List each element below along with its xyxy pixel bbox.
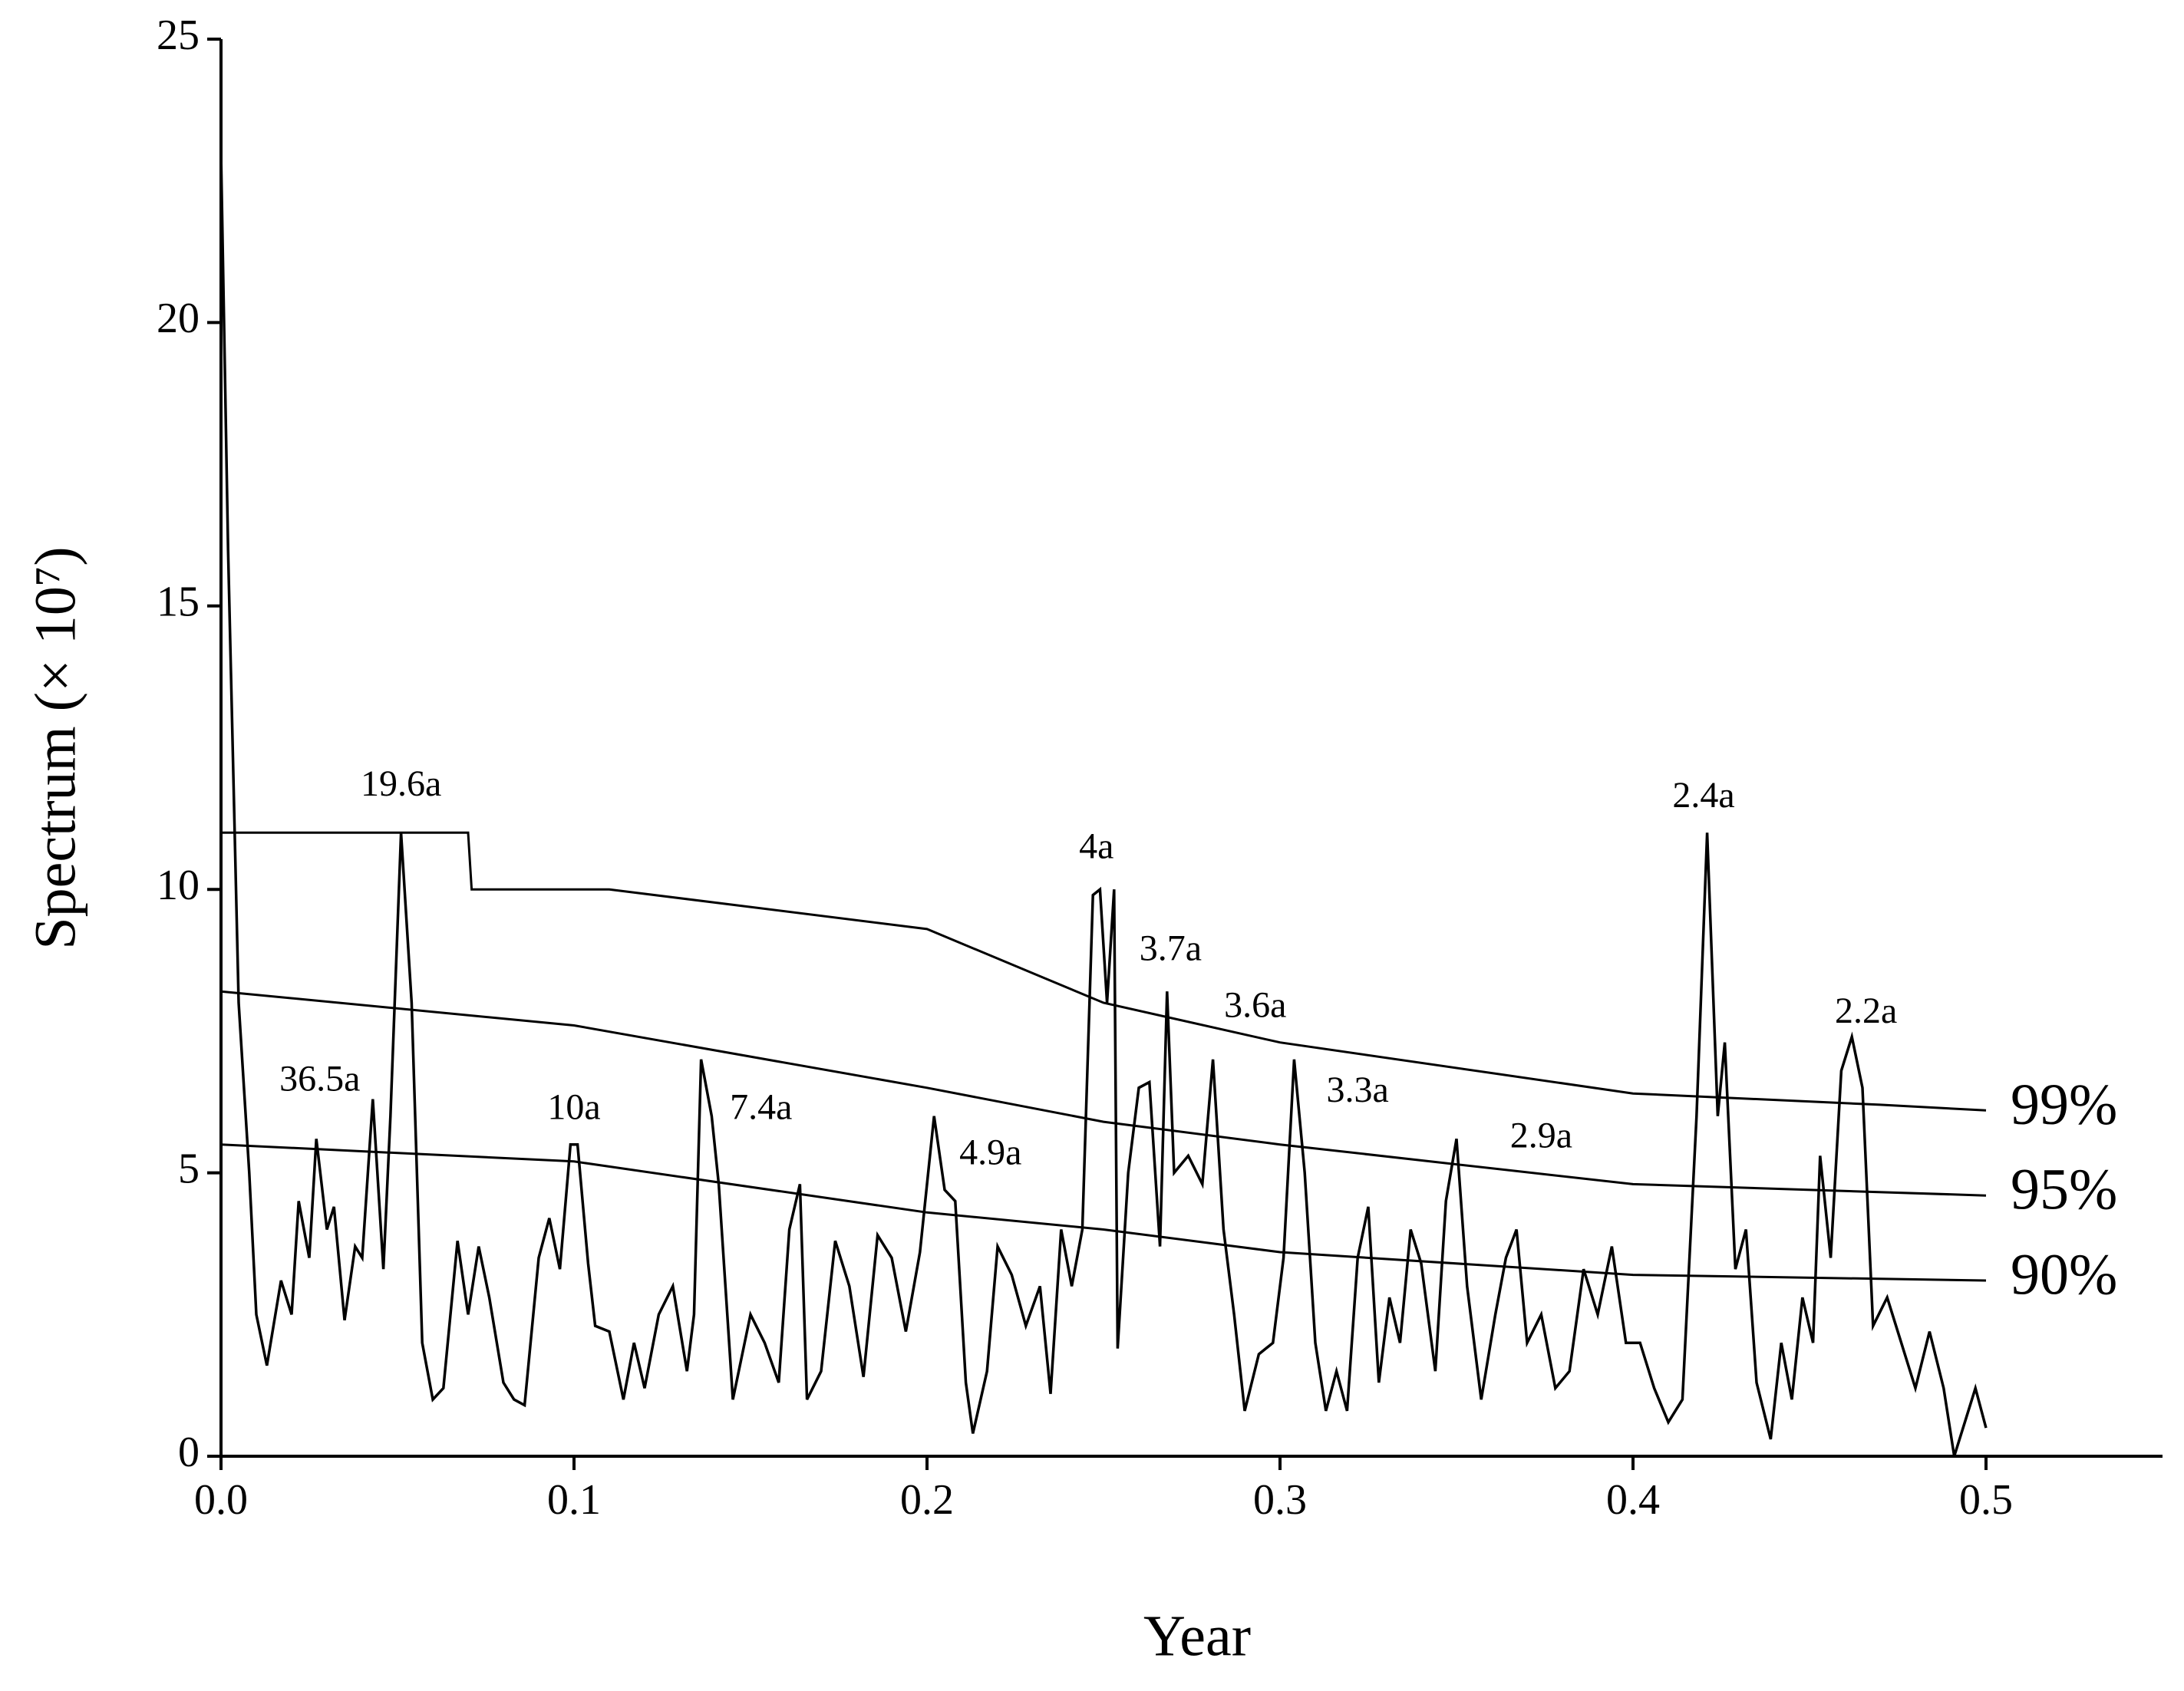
annotation: 7.4a <box>730 1086 792 1127</box>
annotation: 3.6a <box>1224 984 1286 1025</box>
annotation: 2.4a <box>1672 775 1734 816</box>
series-line <box>221 831 1987 1112</box>
annotation: 3.3a <box>1327 1070 1389 1110</box>
x-tick-label: 0.5 <box>1959 1476 2013 1524</box>
annotation: 4a <box>1079 826 1113 866</box>
y-tick-label: 10 <box>157 862 200 909</box>
series-line <box>219 152 1988 1457</box>
y-tick-label: 20 <box>157 295 200 342</box>
annotation: 3.7a <box>1140 928 1202 968</box>
series-label: 99% <box>2011 1073 2117 1137</box>
y-tick-label: 15 <box>157 578 200 626</box>
x-axis-label: Year <box>1143 1604 1251 1668</box>
annotation: 19.6a <box>361 763 441 804</box>
y-axis-label: Spectrum (× 10⁷) <box>23 546 87 949</box>
annotation: 36.5a <box>279 1058 360 1099</box>
series-label: 90% <box>2011 1242 2117 1307</box>
y-tick-label: 25 <box>157 12 200 59</box>
annotation: 2.9a <box>1510 1115 1572 1155</box>
x-tick-label: 0.4 <box>1606 1476 1660 1524</box>
y-tick-label: 5 <box>178 1145 200 1192</box>
x-tick-label: 0.2 <box>900 1476 954 1524</box>
x-tick-label: 0.3 <box>1253 1476 1307 1524</box>
annotation: 2.2a <box>1835 991 1897 1031</box>
series-label: 95% <box>2011 1158 2117 1222</box>
annotation: 4.9a <box>959 1132 1021 1172</box>
x-tick-label: 0.0 <box>194 1476 248 1524</box>
series-line <box>220 1143 1987 1282</box>
x-tick-label: 0.1 <box>547 1476 601 1524</box>
annotation: 10a <box>547 1086 600 1127</box>
series-line <box>220 990 1987 1197</box>
y-tick-label: 0 <box>178 1429 200 1476</box>
